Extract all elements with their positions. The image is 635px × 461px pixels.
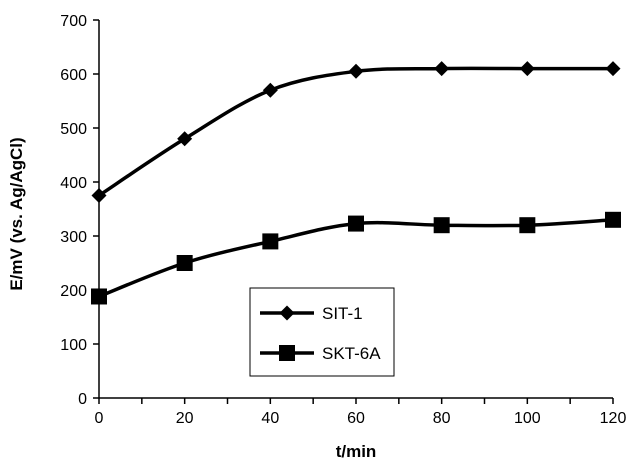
legend-items: SIT-1 SKT-6A xyxy=(260,304,381,363)
data-point xyxy=(605,211,621,228)
legend-marker xyxy=(279,345,295,361)
y-tick-label: 0 xyxy=(78,391,87,408)
x-tick-label: 80 xyxy=(433,410,451,427)
x-axis-ticks: 0 20 40 60 80 100 120 xyxy=(95,398,627,427)
data-point xyxy=(433,217,450,234)
data-point xyxy=(519,217,536,234)
legend-box xyxy=(249,287,395,377)
axes: 0 100 200 300 400 500 600 700 0 20 40 60 80 100 120 xyxy=(60,13,626,427)
legend-item: SKT-6A xyxy=(260,344,381,363)
data-point xyxy=(348,63,364,79)
x-tick-label: 60 xyxy=(347,410,365,427)
legend-item: SIT-1 xyxy=(260,304,363,323)
data-point xyxy=(262,233,279,250)
data-point xyxy=(434,61,450,77)
y-tick-label: 300 xyxy=(60,229,87,246)
y-tick-label: 400 xyxy=(60,175,87,192)
data-point xyxy=(177,131,193,147)
data-point xyxy=(348,215,364,232)
data-point xyxy=(91,288,107,305)
x-tick-label: 120 xyxy=(600,410,627,427)
y-tick-label: 600 xyxy=(60,67,87,84)
y-axis-title: E/mV (vs. Ag/AgCl) xyxy=(7,137,26,290)
series-line xyxy=(98,66,613,197)
plot-area xyxy=(91,61,621,305)
series-1 xyxy=(91,61,621,203)
y-tick-label: 200 xyxy=(60,283,87,300)
x-tick-label: 20 xyxy=(176,410,194,427)
legend-label: SKT-6A xyxy=(322,344,381,363)
data-point xyxy=(176,255,193,271)
series-2 xyxy=(91,211,621,305)
legend: SIT-1 SKT-6A xyxy=(249,287,395,377)
y-axis-ticks: 0 100 200 300 400 500 600 700 xyxy=(60,13,99,408)
x-tick-label: 40 xyxy=(261,410,279,427)
x-axis-title: t/min xyxy=(336,442,377,461)
data-point xyxy=(605,61,621,77)
data-point xyxy=(519,61,535,77)
y-tick-label: 100 xyxy=(60,337,87,354)
x-tick-label: 0 xyxy=(95,410,104,427)
data-point xyxy=(91,188,107,203)
x-tick-label: 100 xyxy=(514,410,541,427)
y-tick-label: 500 xyxy=(60,121,87,138)
data-point xyxy=(262,82,278,98)
y-tick-label: 700 xyxy=(60,13,87,30)
legend-label: SIT-1 xyxy=(322,304,363,323)
legend-marker xyxy=(279,305,295,321)
